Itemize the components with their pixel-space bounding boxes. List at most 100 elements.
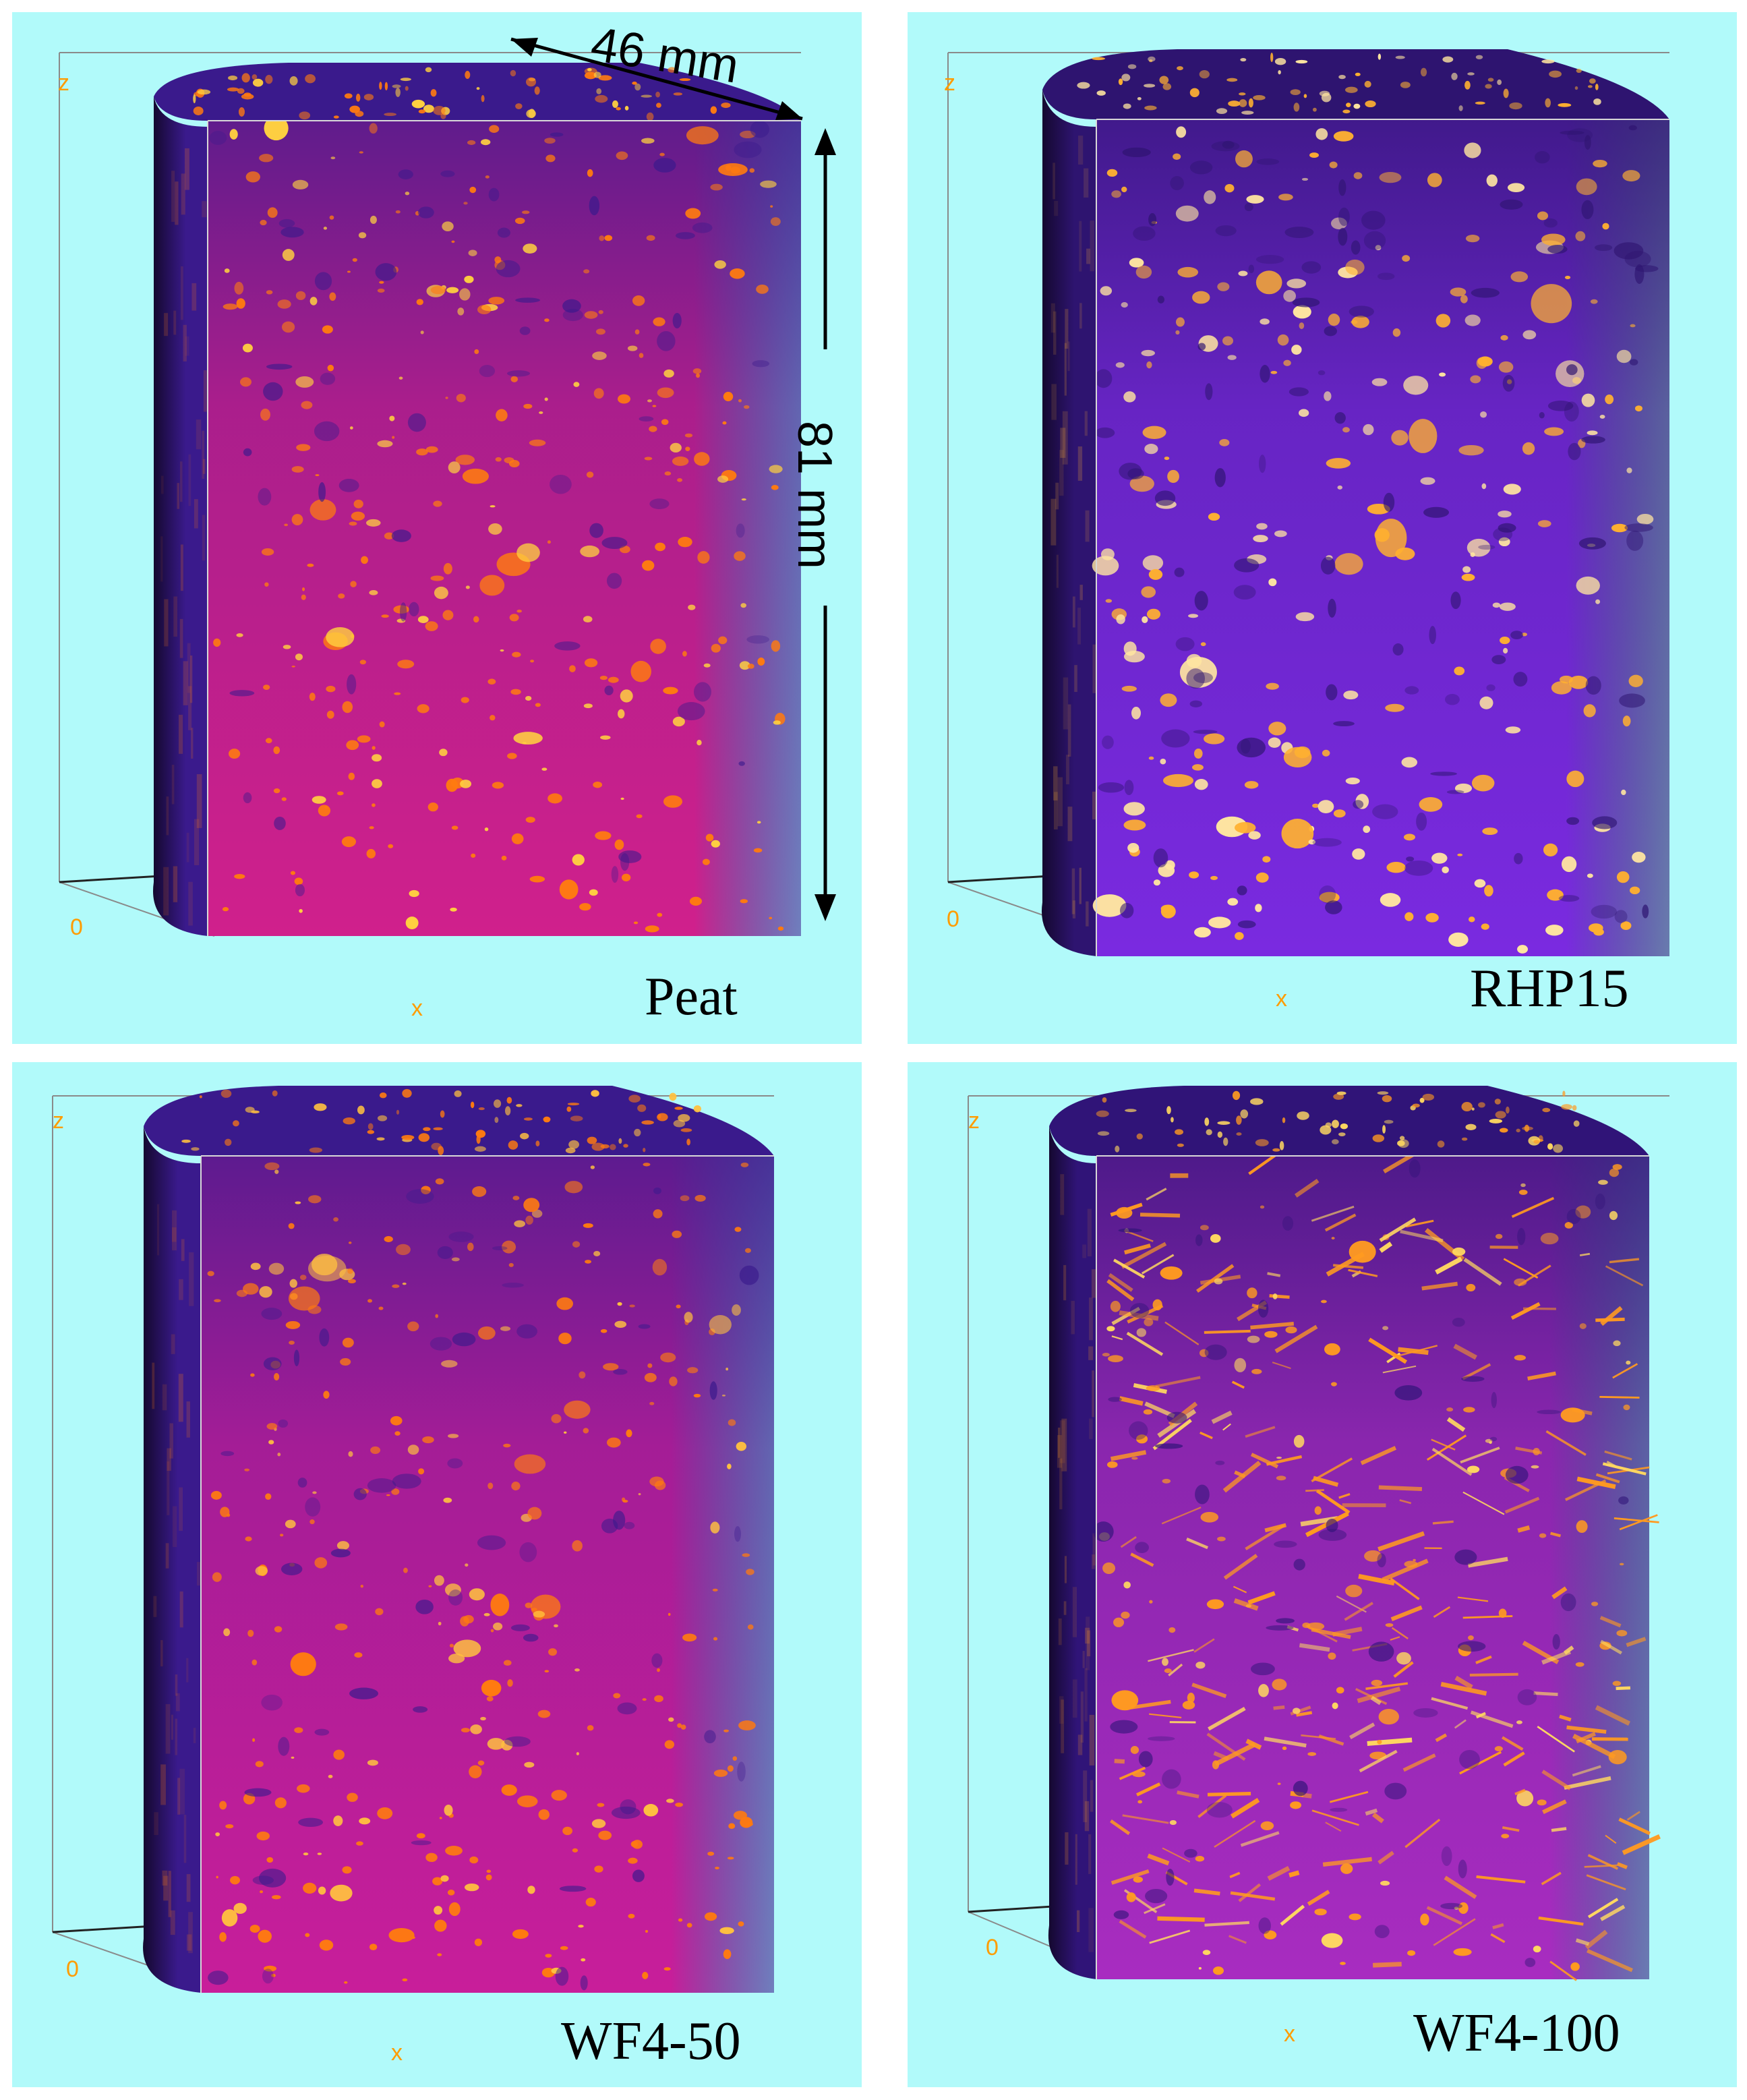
side-texture [1071, 868, 1075, 914]
fibre-particle [1144, 1903, 1166, 1915]
pore [1552, 1634, 1560, 1650]
cap-particle [1239, 92, 1246, 96]
particle [1543, 843, 1558, 856]
pore [677, 702, 705, 721]
cap-particle [344, 93, 353, 99]
side-texture [165, 1703, 171, 1754]
pore [1338, 207, 1350, 227]
pore [1498, 523, 1516, 533]
pore [1372, 804, 1398, 819]
pore [1222, 140, 1235, 149]
particle [267, 207, 278, 218]
particle [740, 603, 746, 608]
particle [603, 1363, 619, 1371]
fibre-particle [1559, 1714, 1572, 1722]
particle [1464, 314, 1481, 326]
side-texture [1088, 1346, 1094, 1360]
fibre-particle [1379, 1242, 1393, 1253]
side-texture [178, 1374, 183, 1422]
particle [1283, 359, 1291, 366]
particle [430, 285, 446, 295]
particle [309, 693, 316, 701]
particle [391, 1488, 400, 1495]
cap-particle [535, 1140, 540, 1146]
particle [437, 1953, 442, 1956]
cap-particle [1240, 1109, 1249, 1119]
particle [713, 1769, 728, 1777]
particle [432, 1877, 443, 1886]
particle [686, 126, 719, 145]
cap-particle [680, 1128, 692, 1132]
particle [291, 466, 304, 473]
side-texture [186, 1874, 191, 1902]
particle [467, 1242, 474, 1252]
cap-particle [1451, 72, 1458, 80]
particle [1131, 706, 1141, 720]
particle [734, 1227, 742, 1232]
particle [455, 455, 475, 465]
pore [1585, 676, 1601, 695]
particle [1153, 879, 1161, 886]
pore [653, 1187, 661, 1194]
particle [348, 1451, 353, 1457]
cap-particle [1549, 70, 1562, 78]
pore [617, 1702, 637, 1715]
particle [273, 746, 280, 755]
fibre-particle [1191, 1683, 1227, 1699]
particle [384, 532, 394, 539]
particle [1510, 271, 1529, 283]
particle [1301, 177, 1309, 181]
particle [1480, 411, 1487, 418]
particle [336, 791, 344, 796]
particle [488, 523, 502, 535]
particle [1314, 1506, 1322, 1515]
fibre-particle [1605, 1834, 1617, 1844]
particle [1272, 1293, 1278, 1300]
cap-particle [1144, 84, 1156, 88]
particle [1621, 789, 1626, 796]
particle [738, 1720, 756, 1730]
particle [421, 1186, 431, 1194]
particle [245, 171, 260, 183]
particle [1454, 783, 1473, 794]
particle [503, 1443, 511, 1448]
particle [649, 1476, 664, 1487]
particle [1537, 1799, 1547, 1806]
cap-particle [634, 1128, 641, 1137]
pore [1320, 556, 1336, 575]
particle [1566, 770, 1585, 788]
cap-particle [655, 91, 660, 98]
particle [1363, 424, 1374, 436]
particle [1595, 599, 1601, 604]
particle [281, 321, 295, 333]
fibre-particle [1459, 1751, 1502, 1775]
particle [548, 1648, 558, 1656]
particle [319, 1939, 334, 1951]
fibre-particle [1599, 1616, 1622, 1628]
cap-particle [1217, 1121, 1231, 1125]
particle [451, 1257, 460, 1262]
particle [396, 618, 406, 623]
cap-particle [1303, 94, 1307, 98]
pore [734, 141, 762, 158]
particle [1385, 1623, 1394, 1627]
pore [1282, 1216, 1294, 1231]
pore [1258, 1917, 1271, 1934]
particle [558, 1333, 572, 1345]
side-texture [196, 1562, 201, 1586]
particle [663, 369, 674, 378]
cap-particle [1384, 1119, 1394, 1124]
particle [581, 1958, 586, 1962]
wf4-50-volume-render [52, 1086, 774, 1993]
particle [688, 604, 696, 610]
particle [474, 1938, 483, 1946]
pore [1248, 264, 1255, 274]
pore [1594, 244, 1613, 252]
fibre-particle [1333, 1264, 1364, 1269]
particle [481, 1679, 502, 1697]
particle [284, 523, 289, 527]
fibre-particle [1457, 1596, 1489, 1602]
fibre-particle [1222, 1423, 1231, 1431]
fibre-particle [1595, 1705, 1631, 1726]
particle [653, 317, 665, 326]
